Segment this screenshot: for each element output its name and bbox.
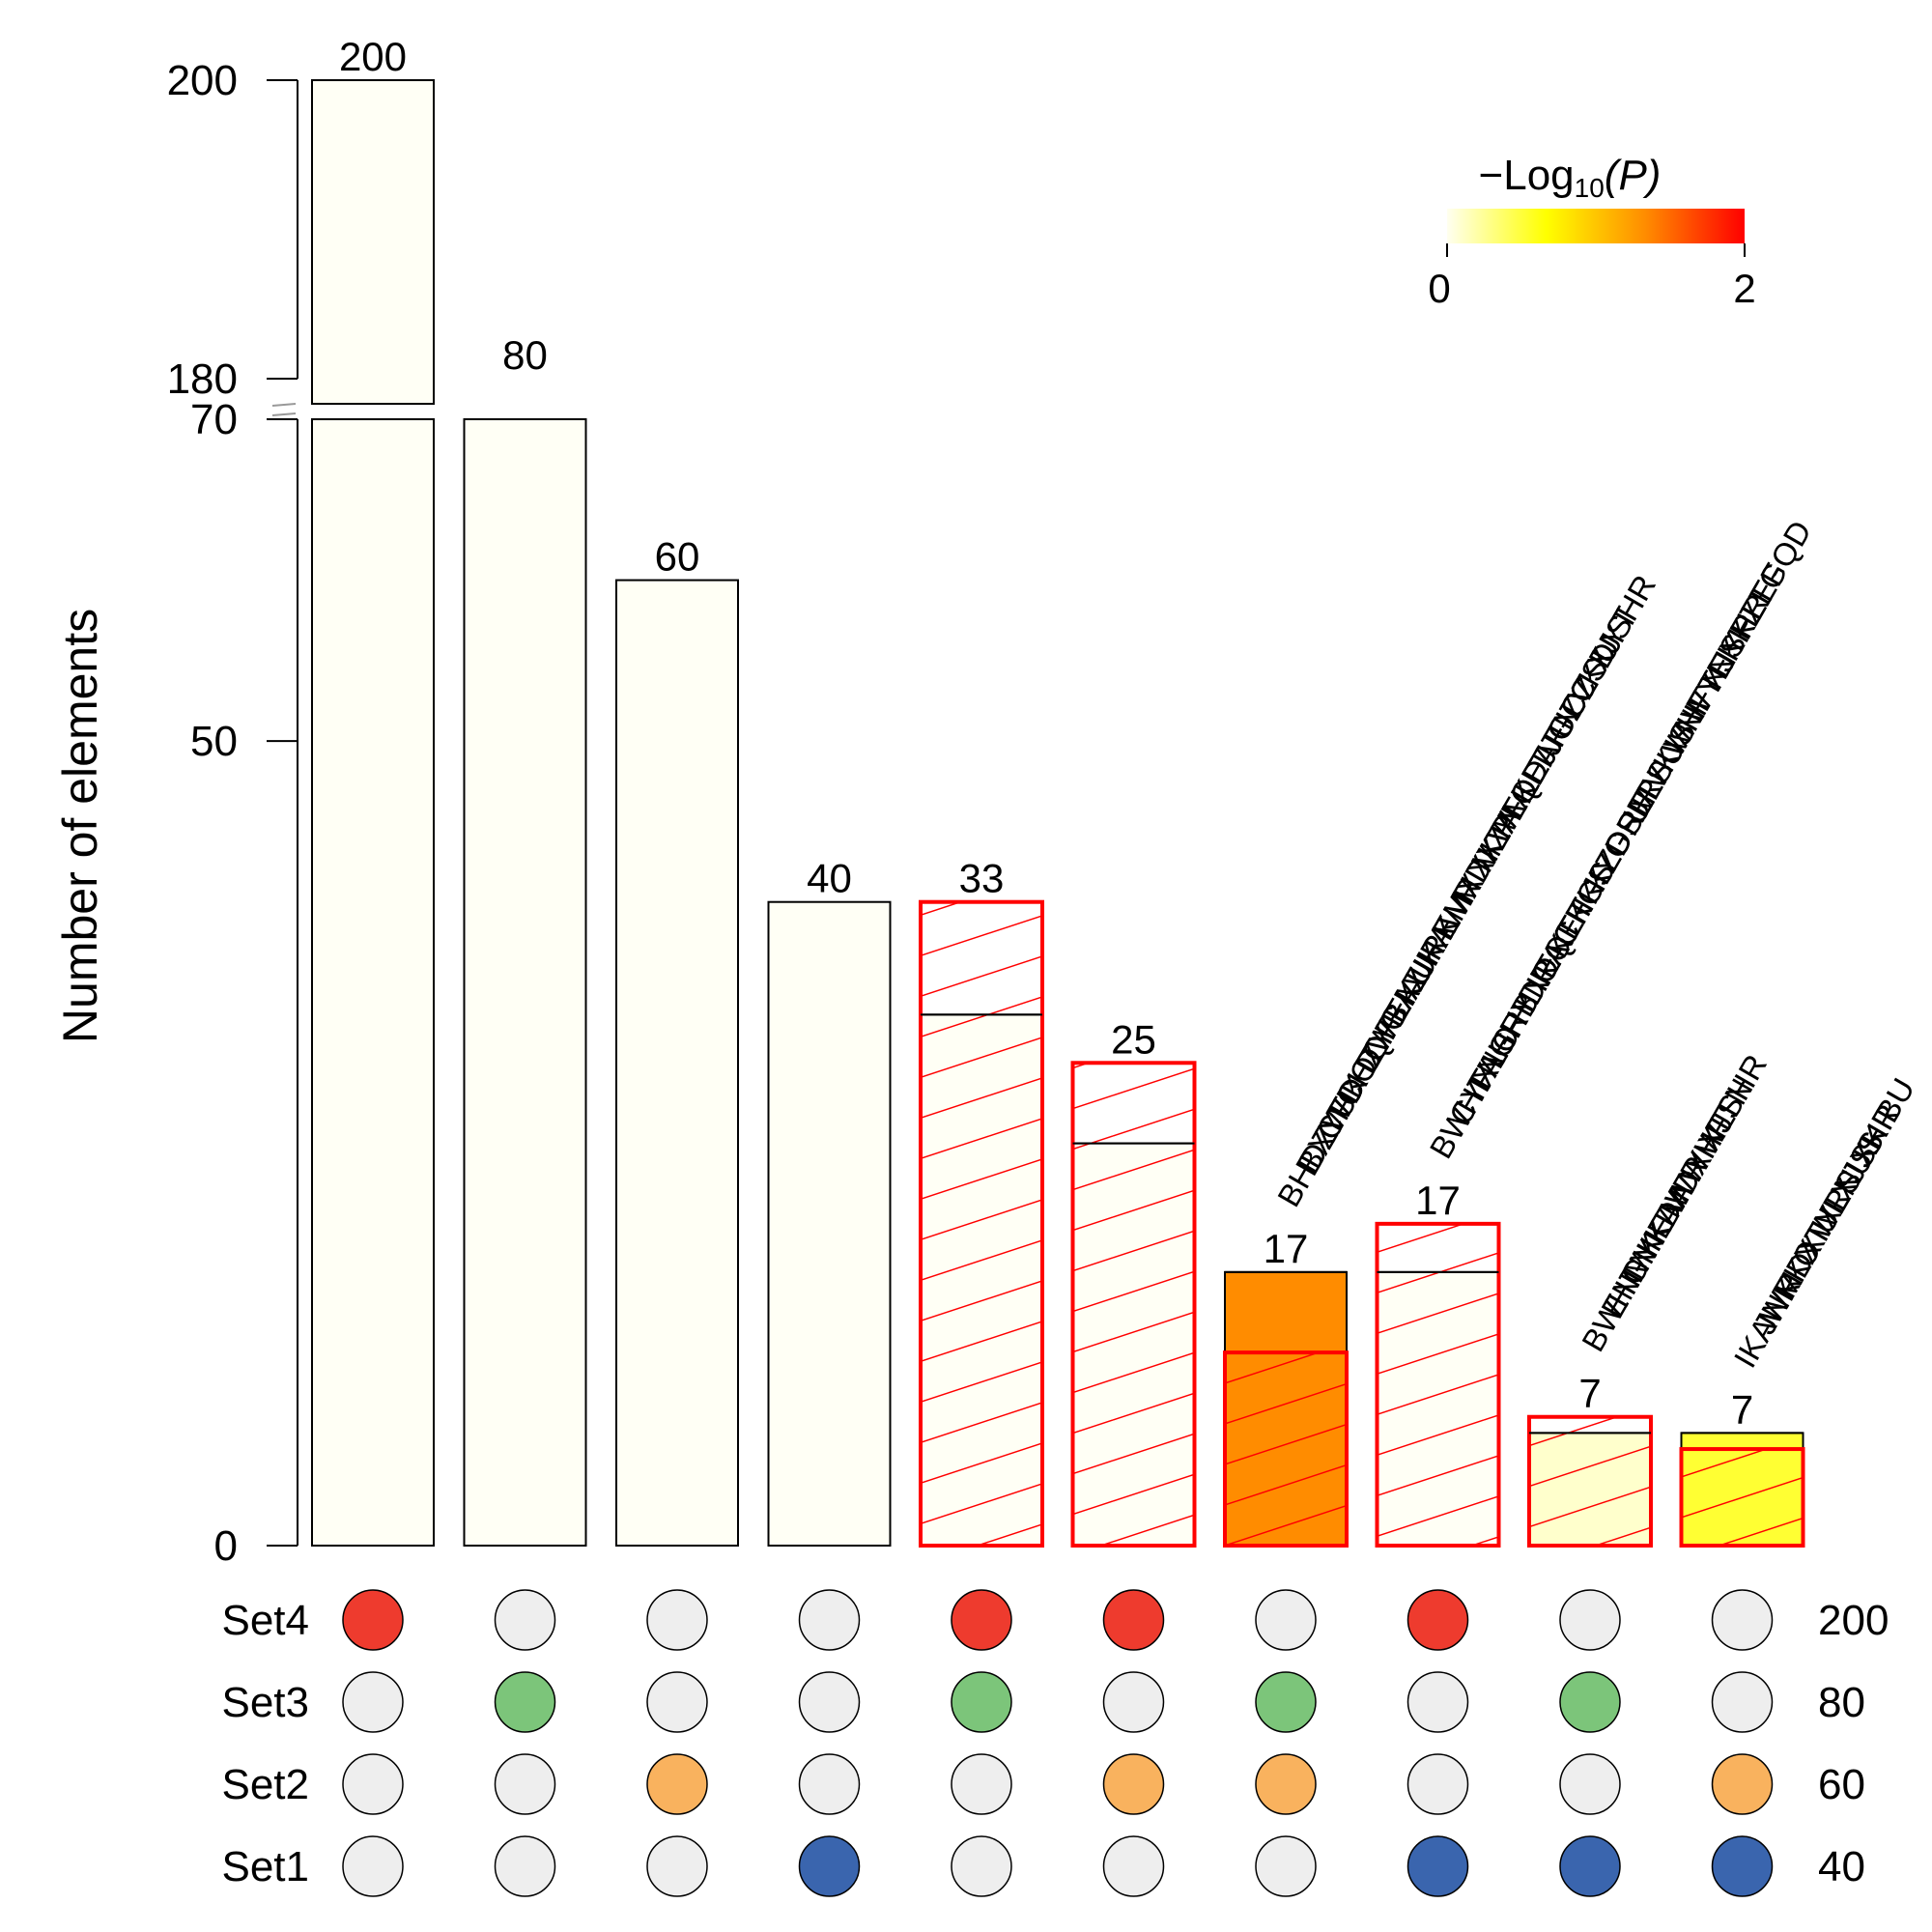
- bar-value-label: 200: [339, 34, 407, 79]
- axis-break-mark: [271, 412, 297, 416]
- membership-dot-inactive: [1559, 1589, 1621, 1651]
- membership-dot-active: [1102, 1753, 1165, 1815]
- observed-hatch: [1070, 1061, 1197, 1548]
- legend-title-suffix: (P): [1605, 152, 1662, 199]
- membership-dot-inactive: [798, 1671, 861, 1733]
- membership-dot-active: [1406, 1835, 1469, 1897]
- membership-dot-inactive: [494, 1589, 556, 1651]
- membership-dot-active: [1711, 1753, 1774, 1815]
- membership-dot-inactive: [951, 1835, 1012, 1897]
- membership-dot-active: [1711, 1835, 1774, 1897]
- color-legend: −Log10(P) 0 2: [1428, 152, 1755, 311]
- set-size-label: 200: [1818, 1597, 1889, 1644]
- membership-dot-inactive: [1102, 1671, 1165, 1733]
- bar-group: 40: [767, 856, 892, 1547]
- y-tick-label: 0: [214, 1522, 238, 1570]
- y-tick-label: 200: [167, 57, 238, 104]
- y-tick-label: 50: [190, 718, 238, 765]
- membership-dot-inactive: [1559, 1753, 1621, 1815]
- membership-dot-inactive: [798, 1753, 861, 1815]
- membership-dot-active: [1559, 1835, 1621, 1897]
- membership-dot-inactive: [1102, 1835, 1165, 1897]
- observed-hatch: [1679, 1447, 1805, 1548]
- element-name-label: BWHTN: [1423, 1045, 1513, 1164]
- y-tick-label: 70: [190, 396, 238, 443]
- observed-hatch: [919, 899, 1044, 1548]
- legend-min-label: 0: [1428, 266, 1450, 311]
- bar-group: 25: [1070, 1016, 1197, 1548]
- legend-title: −Log10(P): [1479, 152, 1662, 203]
- membership-dot-inactive: [1711, 1589, 1774, 1651]
- membership-dot-inactive: [1711, 1671, 1774, 1733]
- bar-group: 60: [615, 534, 739, 1547]
- bar: [767, 900, 892, 1547]
- bar-group: 200: [311, 34, 435, 1547]
- membership-dot-active: [342, 1589, 404, 1651]
- membership-dot-inactive: [646, 1671, 708, 1733]
- bar-value-label: 40: [807, 856, 852, 901]
- bar-value-label: 25: [1111, 1016, 1156, 1062]
- membership-dot-inactive: [342, 1671, 404, 1733]
- y-tick-label: 180: [167, 355, 238, 403]
- observed-hatch: [1527, 1414, 1653, 1548]
- observed-hatch: [1223, 1350, 1349, 1548]
- membership-dot-active: [951, 1671, 1012, 1733]
- bar: [615, 579, 739, 1547]
- membership-dot-active: [1102, 1589, 1165, 1651]
- bar: [311, 418, 435, 1547]
- set-matrix: Set4 200 Set3 80 Set2 60 Set1 40: [221, 1589, 1889, 1897]
- membership-dot-active: [1559, 1671, 1621, 1733]
- set-name-label: Set4: [221, 1597, 309, 1644]
- bar-value-label: 60: [655, 534, 700, 580]
- observed-hatch: [1375, 1221, 1501, 1548]
- legend-max-label: 2: [1733, 266, 1755, 311]
- element-name-label: BHDZW: [1270, 1093, 1360, 1212]
- y-axis-title: Number of elements: [53, 609, 107, 1043]
- bar-value-label: 7: [1731, 1386, 1753, 1432]
- membership-dot-active: [951, 1589, 1012, 1651]
- membership-dot-inactive: [646, 1835, 708, 1897]
- legend-colorbar: [1447, 209, 1745, 243]
- bar-group: 80: [463, 332, 587, 1547]
- bar-value-label: 33: [959, 856, 1005, 901]
- set-size-label: 60: [1818, 1761, 1865, 1808]
- membership-dot-active: [1406, 1589, 1469, 1651]
- set-name-label: Set2: [221, 1761, 309, 1808]
- element-name-label: IKAWR: [1727, 1266, 1810, 1374]
- membership-dot-inactive: [951, 1753, 1012, 1815]
- set-name-label: Set1: [221, 1843, 309, 1890]
- membership-dot-active: [494, 1671, 556, 1733]
- set-name-label: Set3: [221, 1679, 309, 1726]
- membership-dot-inactive: [1406, 1671, 1469, 1733]
- bar-value-label: 17: [1415, 1178, 1461, 1223]
- membership-dot-active: [1255, 1753, 1317, 1815]
- membership-dot-inactive: [646, 1589, 708, 1651]
- element-name-label: BWHTN: [1575, 1238, 1664, 1357]
- membership-dot-inactive: [1406, 1753, 1469, 1815]
- membership-dot-active: [646, 1753, 708, 1815]
- legend-title-subscript: 10: [1575, 173, 1605, 203]
- membership-dot-inactive: [494, 1835, 556, 1897]
- membership-dot-inactive: [798, 1589, 861, 1651]
- membership-dot-inactive: [342, 1753, 404, 1815]
- membership-dot-inactive: [494, 1753, 556, 1815]
- bar-value-label: 80: [502, 332, 548, 378]
- membership-dot-active: [798, 1835, 861, 1897]
- legend-title-prefix: −Log: [1479, 152, 1575, 199]
- set-size-label: 80: [1818, 1679, 1865, 1726]
- bar: [463, 418, 587, 1547]
- bar-upper-segment: [311, 79, 435, 405]
- bar-value-label: 7: [1578, 1371, 1601, 1416]
- membership-dot-inactive: [1255, 1589, 1317, 1651]
- membership-dot-inactive: [1255, 1835, 1317, 1897]
- membership-dot-active: [1255, 1671, 1317, 1733]
- bar-value-label: 17: [1264, 1226, 1309, 1271]
- axis-break-mark: [271, 403, 297, 407]
- set-size-label: 40: [1818, 1843, 1865, 1890]
- membership-dot-inactive: [342, 1835, 404, 1897]
- bar-group: 33: [919, 856, 1044, 1548]
